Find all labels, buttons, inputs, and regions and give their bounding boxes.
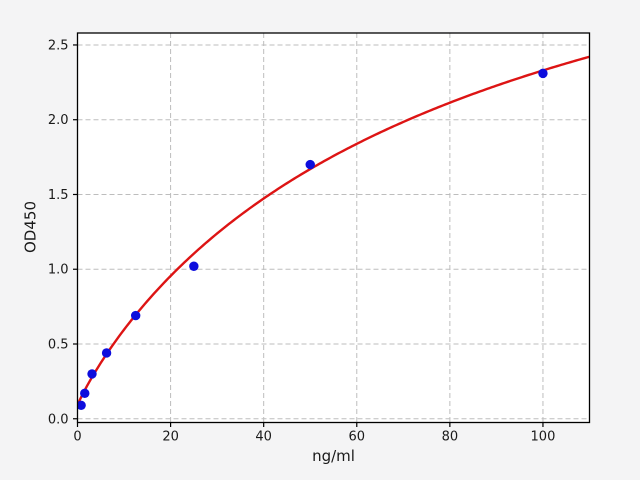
data-point: [80, 388, 90, 399]
x-axis-label: ng/ml: [312, 447, 355, 465]
y-tick-label: 2.5: [48, 38, 69, 53]
x-tick-label: 100: [531, 430, 556, 445]
data-point: [130, 310, 141, 321]
x-tick-label: 0: [73, 430, 81, 445]
y-tick-label: 2.0: [48, 113, 69, 128]
axes-frame: [76, 32, 591, 424]
data-point: [87, 369, 97, 379]
x-tick-label: 80: [442, 430, 459, 445]
plot-area: [77, 33, 590, 423]
data-point: [77, 400, 86, 411]
y-tick-label: 0.0: [48, 412, 69, 427]
data-point: [538, 68, 548, 79]
data-point: [305, 159, 315, 170]
y-tick-label: 1.5: [48, 188, 69, 203]
y-tick-label: 1.0: [48, 263, 69, 278]
fit-curve: [77, 55, 590, 407]
data-point: [189, 261, 199, 271]
y-axis-label: OD450: [21, 201, 40, 253]
x-tick-label: 20: [162, 430, 179, 445]
y-tick-label: 0.5: [48, 338, 69, 353]
data-point: [101, 348, 112, 358]
x-tick-label: 40: [255, 430, 272, 445]
x-tick-label: 60: [348, 430, 365, 445]
